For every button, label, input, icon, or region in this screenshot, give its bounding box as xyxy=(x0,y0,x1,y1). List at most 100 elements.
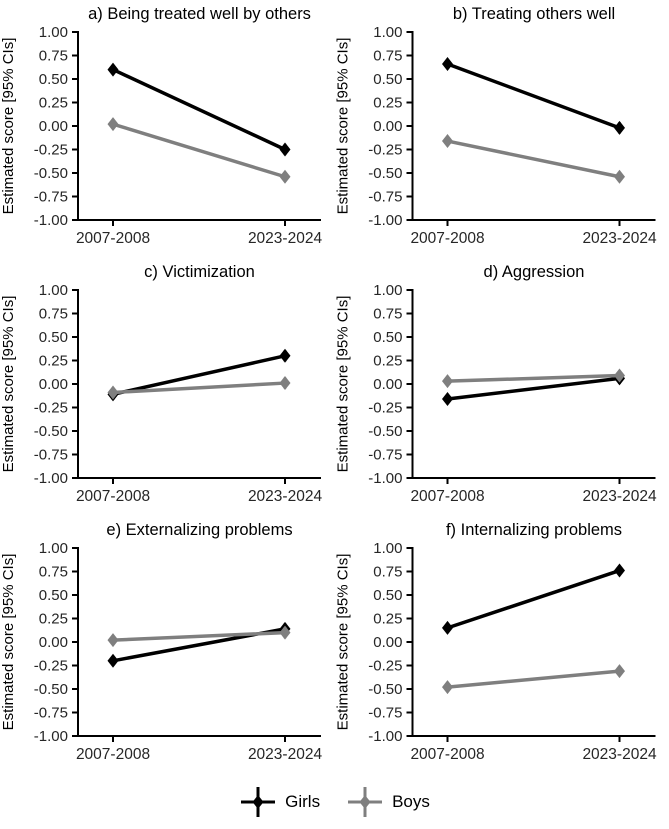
y-tick-label: 0.75 xyxy=(39,48,68,65)
y-tick-label: -1.00 xyxy=(34,212,68,229)
y-tick-label: 1.00 xyxy=(373,282,402,299)
data-point-marker-girls xyxy=(442,392,453,407)
y-tick-label: 0.00 xyxy=(373,376,402,393)
y-tick-label: 0.00 xyxy=(373,118,402,135)
y-axis-label: Estimated score [95% CIs] xyxy=(0,296,17,473)
series-line-boys xyxy=(447,373,620,383)
chart-c-svg: c) Victimization Estimated score [95% CIs… xyxy=(0,263,322,505)
legend-label-boys: Boys xyxy=(392,791,430,811)
data-point-marker-girls xyxy=(442,56,453,71)
y-tick-label: 0.25 xyxy=(39,611,68,628)
y-tick-label: -0.25 xyxy=(368,400,402,417)
data-point-marker-girls xyxy=(279,348,291,363)
y-tick-label: 0.50 xyxy=(373,329,402,346)
y-tick-label: 0.75 xyxy=(373,564,402,581)
y-tick-label: 0.00 xyxy=(39,634,68,651)
data-point-marker-boys xyxy=(107,117,119,132)
x-tick-label: 2023-2024 xyxy=(582,746,657,763)
y-tick-label: 1.00 xyxy=(373,24,402,41)
y-tick-label: -0.25 xyxy=(368,658,402,675)
chart-e-svg: e) Externalizing problems Estimated score… xyxy=(0,521,322,763)
data-point-marker-boys xyxy=(279,625,291,640)
chart-panel-a: a) Being treated well by others Estimated… xyxy=(0,0,334,258)
series-line-girls xyxy=(446,62,621,130)
y-tick-label: -0.75 xyxy=(368,447,402,464)
girls-pointrange-icon xyxy=(241,786,276,817)
data-point-marker-girls xyxy=(279,142,291,157)
y-tick-label: 0.25 xyxy=(39,353,68,370)
data-point-marker-boys xyxy=(614,664,625,679)
y-tick-label: -1.00 xyxy=(368,728,402,745)
y-tick-label: -0.50 xyxy=(34,423,68,440)
series-line-girls xyxy=(112,354,286,397)
y-tick-label: -1.00 xyxy=(34,470,68,487)
panel-title: d) Aggression xyxy=(484,263,585,281)
data-point-marker-girls xyxy=(107,653,119,668)
y-tick-label: -0.50 xyxy=(34,165,68,182)
y-axis-label: Estimated score [95% CIs] xyxy=(335,38,352,215)
chart-d-svg: d) Aggression Estimated score [95% CIs] 1.… xyxy=(335,263,657,505)
panel-title: a) Being treated well by others xyxy=(88,5,311,23)
data-point-marker-girls xyxy=(614,563,625,578)
y-tick-label: -0.75 xyxy=(34,189,68,206)
y-tick-label: -0.75 xyxy=(34,447,68,464)
chart-panel-e: e) Externalizing problems Estimated score… xyxy=(0,516,334,774)
legend-item-boys: Boys xyxy=(346,785,430,819)
chart-b-svg: b) Treating others well Estimated score [… xyxy=(335,5,657,247)
y-tick-label: -0.75 xyxy=(368,189,402,206)
panel-title: c) Victimization xyxy=(144,263,255,281)
panel-title: e) Externalizing problems xyxy=(106,521,292,539)
panel-title: f) Internalizing problems xyxy=(446,521,622,539)
x-tick-label: 2023-2024 xyxy=(582,488,657,505)
y-tick-label: -1.00 xyxy=(34,728,68,745)
chart-a-svg: a) Being treated well by others Estimated… xyxy=(0,5,323,247)
y-tick-label: -0.25 xyxy=(368,142,402,159)
y-tick-label: -0.50 xyxy=(34,681,68,698)
series-line-boys xyxy=(112,122,286,179)
data-point-marker-girls xyxy=(107,62,119,77)
data-point-marker-boys xyxy=(614,169,625,184)
y-tick-label: -0.50 xyxy=(368,165,402,182)
legend-label-girls: Girls xyxy=(285,791,321,811)
y-tick-label: 1.00 xyxy=(39,282,68,299)
y-tick-label: 0.75 xyxy=(373,306,402,323)
data-point-marker-boys xyxy=(279,376,291,391)
data-point-marker-boys xyxy=(442,134,453,149)
series-line-boys xyxy=(112,630,286,642)
x-tick-label: 2023-2024 xyxy=(248,230,323,247)
y-tick-label: 0.50 xyxy=(373,71,402,88)
series-line-girls xyxy=(446,568,621,630)
y-tick-label: 0.25 xyxy=(39,95,68,112)
y-tick-label: -0.75 xyxy=(368,705,402,722)
chart-legend: Girls Boys xyxy=(0,774,669,829)
y-axis-label: Estimated score [95% CIs] xyxy=(335,554,352,731)
series-line-girls xyxy=(112,68,286,152)
x-tick-label: 2007-2008 xyxy=(410,230,484,247)
y-tick-label: 0.75 xyxy=(39,306,68,323)
chart-panel-b: b) Treating others well Estimated score [… xyxy=(334,0,669,258)
y-tick-label: 0.25 xyxy=(373,353,402,370)
y-axis-label: Estimated score [95% CIs] xyxy=(0,38,17,215)
data-point-marker-boys xyxy=(614,368,625,383)
y-tick-label: 0.50 xyxy=(373,587,402,604)
data-point-marker-boys xyxy=(107,633,119,648)
boys-pointrange-icon xyxy=(348,786,383,817)
data-point-marker-girls xyxy=(614,120,625,135)
y-tick-label: -0.50 xyxy=(368,681,402,698)
legend-diamond-marker xyxy=(252,794,264,809)
y-tick-label: -0.50 xyxy=(368,423,402,440)
y-tick-label: 0.25 xyxy=(373,611,402,628)
legend-item-girls: Girls xyxy=(239,785,320,819)
y-tick-label: -0.25 xyxy=(34,400,68,417)
series-line-boys xyxy=(447,669,620,689)
data-point-marker-boys xyxy=(442,374,453,389)
y-axis-label: Estimated score [95% CIs] xyxy=(335,296,352,473)
y-tick-label: -0.25 xyxy=(34,658,68,675)
x-tick-label: 2007-2008 xyxy=(76,230,150,247)
data-point-marker-boys xyxy=(279,169,291,184)
panel-title: b) Treating others well xyxy=(453,5,615,23)
y-tick-label: -0.75 xyxy=(34,705,68,722)
y-tick-label: 0.50 xyxy=(39,329,68,346)
series-line-boys xyxy=(447,139,620,179)
